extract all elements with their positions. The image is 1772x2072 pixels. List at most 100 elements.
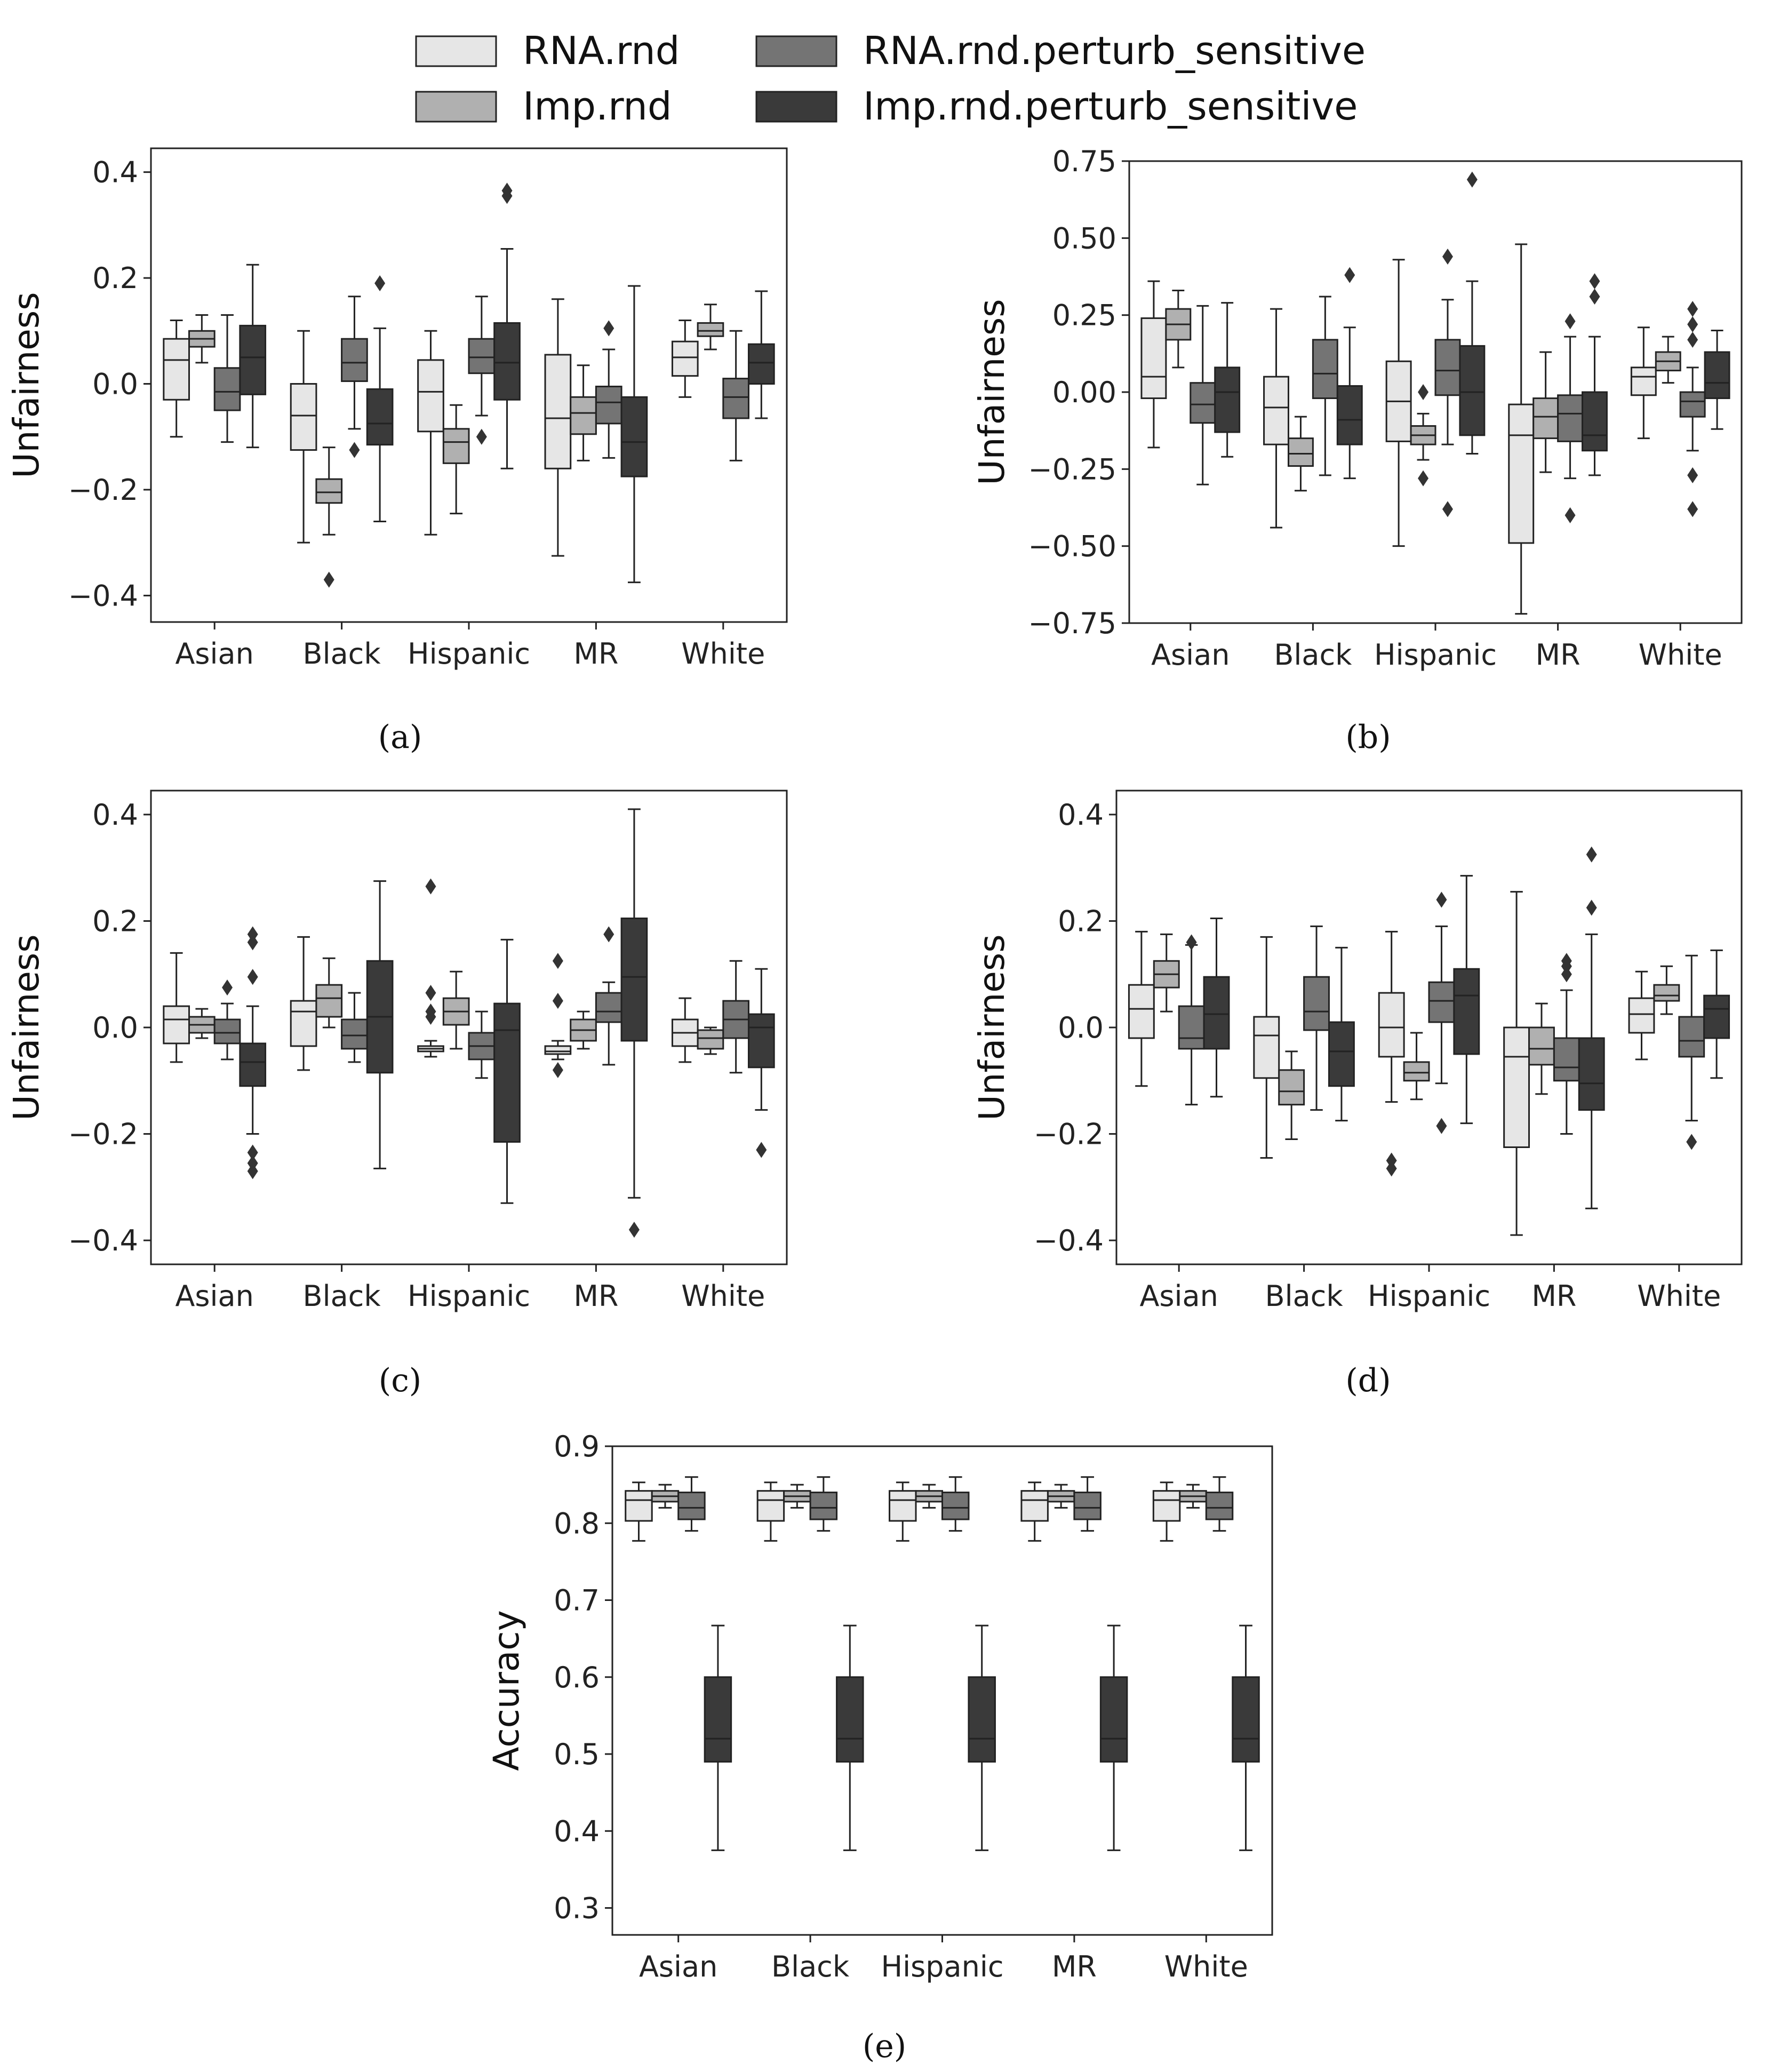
box-a-0-3 — [544, 298, 572, 557]
box-c-3-1 — [366, 880, 394, 1169]
outlier-point — [1586, 846, 1597, 863]
box-a-2-0 — [213, 314, 241, 443]
y-tick-label: 0.25 — [1052, 299, 1116, 332]
box-body — [677, 1492, 706, 1520]
y-tick-label: 0.8 — [554, 1507, 600, 1540]
box-body — [544, 354, 572, 469]
box-b-1-1 — [1287, 416, 1314, 492]
x-tick-label: Hispanic — [408, 1279, 530, 1313]
outlier-point — [1687, 467, 1698, 483]
x-tick-label: Hispanic — [881, 1950, 1003, 1983]
box-b-0-4 — [1630, 326, 1657, 440]
outlier-point — [552, 1062, 563, 1078]
box-b-0-3 — [1508, 243, 1535, 615]
box-b-3-0 — [1214, 302, 1241, 458]
box-a-3-0 — [239, 264, 267, 449]
box-a-1-1 — [315, 447, 343, 588]
box-d-1-0 — [1153, 933, 1180, 1013]
box-e-3-1 — [836, 1624, 864, 1851]
box-body — [747, 1013, 775, 1069]
chart-panel-c: −0.4 −0.2 0.0 0.2 0.4 Asian Black Hispanic MR Whi… — [6, 790, 788, 1399]
box-body — [1190, 382, 1216, 424]
x-tick-label: White — [1639, 638, 1722, 672]
box-d-1-2 — [1403, 1032, 1430, 1101]
chart-panels: −0.4 −0.2 0.0 0.2 0.4 Asian Black Hispanic MR Whi… — [6, 145, 1743, 2065]
y-tick-label: 0.2 — [92, 904, 138, 938]
outlier-point — [425, 985, 436, 1001]
box-d-0-4 — [1628, 970, 1655, 1061]
box-c-0-3 — [544, 953, 572, 1078]
box-body — [1459, 345, 1486, 436]
box-body — [1178, 1005, 1205, 1050]
y-tick-label: 0.4 — [1058, 798, 1104, 832]
y-axis-title: Unfairness — [6, 934, 47, 1120]
box-body — [1528, 1026, 1555, 1066]
y-tick-label: 0.0 — [1058, 1011, 1104, 1045]
y-axis-title: Unfairness — [971, 934, 1012, 1120]
box-body — [671, 340, 699, 377]
box-body — [1203, 976, 1230, 1050]
box-body — [1128, 984, 1155, 1039]
box-a-0-4 — [671, 319, 699, 398]
box-body — [1214, 366, 1241, 433]
box-d-0-2 — [1378, 930, 1405, 1177]
box-body — [941, 1492, 970, 1520]
outlier-point — [552, 953, 563, 969]
box-c-2-0 — [213, 979, 241, 1061]
legend-label: RNA.rnd.perturb_sensitive — [863, 28, 1366, 73]
box-a-1-4 — [697, 304, 724, 350]
box-body — [1099, 1676, 1128, 1763]
outlier-point — [1436, 1118, 1447, 1134]
box-body — [1428, 981, 1455, 1023]
box-body — [1630, 366, 1657, 396]
x-tick-label: Asian — [639, 1950, 717, 1983]
box-d-0-1 — [1253, 936, 1280, 1159]
outlier-point — [756, 1142, 767, 1158]
box-body — [747, 343, 775, 385]
box-body — [1152, 1490, 1181, 1522]
box-body — [1020, 1490, 1049, 1522]
chart-panel-a: −0.4 −0.2 0.0 0.2 0.4 Asian Black Hispanic MR Whi… — [6, 147, 788, 756]
box-c-2-4 — [722, 960, 749, 1074]
box-body — [570, 396, 597, 435]
outlier-point — [1442, 501, 1453, 517]
box-body — [620, 396, 648, 477]
outlier-point — [628, 1222, 640, 1238]
box-body — [1205, 1492, 1234, 1520]
box-b-3-1 — [1336, 267, 1363, 480]
box-b-2-4 — [1679, 301, 1706, 517]
outlier-point — [425, 878, 436, 895]
box-body — [1336, 385, 1363, 445]
outlier-point — [374, 275, 386, 292]
box-d-3-3 — [1578, 846, 1605, 1209]
outlier-point — [476, 428, 487, 445]
chart-panel-b: −0.75 −0.50 −0.25 0.00 0.25 0.50 0.75 Asian Blac… — [971, 145, 1743, 756]
box-c-1-4 — [697, 1026, 724, 1055]
box-b-3-4 — [1704, 330, 1730, 430]
box-a-3-4 — [747, 290, 775, 419]
box-b-2-0 — [1190, 305, 1216, 485]
box-d-3-1 — [1328, 946, 1355, 1122]
outlier-point — [1344, 267, 1355, 283]
box-body — [1582, 391, 1608, 452]
box-e-2-0 — [677, 1476, 706, 1532]
x-tick-label: White — [1637, 1279, 1721, 1313]
box-body — [625, 1490, 653, 1522]
outlier-point — [1687, 301, 1698, 317]
box-c-3-3 — [620, 808, 648, 1238]
box-e-3-0 — [704, 1624, 732, 1851]
box-body — [1378, 992, 1405, 1058]
box-body — [1532, 397, 1559, 440]
box-b-0-1 — [1263, 308, 1289, 529]
y-tick-label: −0.4 — [68, 1224, 138, 1257]
panel-caption: (d) — [1345, 1362, 1391, 1399]
box-body — [290, 1000, 317, 1047]
y-tick-label: −0.4 — [68, 579, 138, 612]
box-body — [1312, 339, 1338, 400]
box-body — [493, 1002, 521, 1143]
legend: RNA.rnd Imp.rnd RNA.rnd.perturb_sensitive I… — [415, 28, 1366, 129]
x-tick-label: Black — [771, 1950, 850, 1983]
y-tick-label: 0.4 — [92, 798, 138, 832]
x-tick-label: White — [681, 637, 765, 671]
